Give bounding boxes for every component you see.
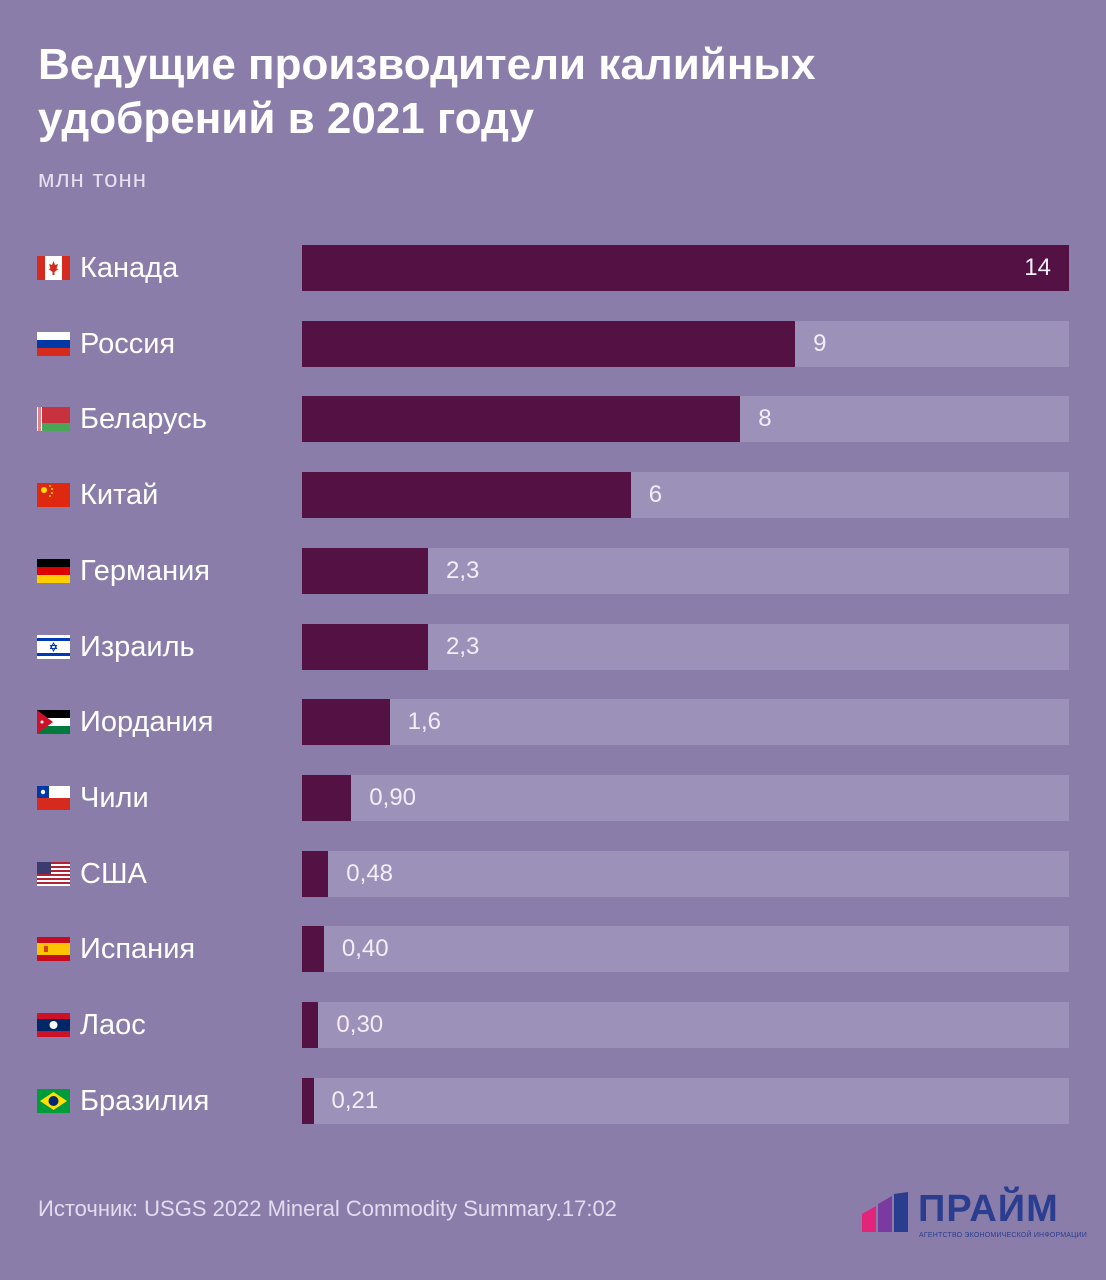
category-label: Испания [80,933,196,966]
data-label: 0,30 [336,1011,384,1038]
bar [302,472,631,519]
bar-row: Бразилия 0,21 [0,1077,1106,1124]
prime-logo-icon [862,1192,908,1232]
source-note: Источник: USGS 2022 Mineral Commodity Su… [38,1196,617,1221]
prime-logo: ПРАЙМ АГЕНТСТВО ЭКОНОМИЧЕСКОЙ ИНФОРМАЦИИ [862,1188,1087,1244]
bar-track: 2,3 [302,623,1069,670]
germany-flag-icon [37,558,70,583]
category-label: Россия [80,327,176,360]
bar-row: Канада 14 [0,245,1106,291]
belarus-flag-icon [37,407,70,432]
usa-flag-icon [37,861,70,886]
bar-track: 0,90 [302,774,1069,821]
china-flag-icon [37,483,70,508]
data-label: 14 [1024,254,1051,281]
category-label: Израиль [80,630,195,663]
bar-track: 6 [302,472,1069,519]
bar [302,774,352,821]
bar-row: Россия 9 [0,320,1106,367]
category-label: Бразилия [80,1084,210,1117]
logo-wordmark: ПРАЙМ [918,1188,1059,1230]
bar-row: Израиль 2,3 [0,623,1106,670]
bar-row: Чили 0,90 [0,774,1106,821]
russia-flag-icon [37,331,70,356]
data-label: 6 [648,481,663,509]
bar-track: 9 [302,320,1069,367]
category-label: Беларусь [80,403,207,436]
bar-track: 0,48 [302,850,1069,897]
bar [302,1077,314,1124]
data-label: 2,3 [446,632,480,660]
bar-row: США 0,48 [0,850,1106,897]
bar-track: 0,30 [302,1002,1069,1048]
bar [302,396,741,443]
bar [302,1002,319,1048]
bar-track: 0,40 [302,926,1069,973]
bar [302,245,1069,291]
bar-track: 2,3 [302,547,1069,594]
bar-track: 1,6 [302,699,1069,746]
brazil-flag-icon [37,1088,70,1113]
bar [302,699,390,746]
bar [302,850,329,897]
laos-flag-icon [37,1013,70,1037]
jordan-flag-icon [37,710,70,735]
category-label: Чили [80,781,149,814]
israel-flag-icon [37,634,70,659]
category-label: Китай [80,479,159,512]
category-label: Канада [80,252,179,284]
chart-title: Ведущие производители калийных удобрений… [38,40,816,143]
bar-row: Испания 0,40 [0,926,1106,973]
bar-row: Беларусь 8 [0,396,1106,443]
chile-flag-icon [37,785,70,810]
data-label: 0,48 [346,859,394,887]
bar-row: Лаос 0,30 [0,1002,1106,1048]
category-label: США [80,857,147,890]
bar-track: 14 [302,245,1069,291]
bar [302,547,428,594]
category-label: Лаос [80,1009,146,1041]
data-label: 0,40 [341,935,389,963]
bar-row: Германия 2,3 [0,547,1106,594]
bar-chart: Канада 14 Россия 9 Беларусь 8 Китай 6 Германия 2,… [0,245,1106,1124]
chart-unit: млн тонн [38,166,148,193]
category-label: Германия [80,554,211,587]
canada-flag-icon [37,256,70,280]
bar [302,320,796,367]
bar [302,623,428,670]
bar-row: Иордания 1,6 [0,699,1106,746]
data-label: 0,90 [369,783,417,811]
bar [302,926,324,973]
bar-row: Китай 6 [0,472,1106,519]
logo-tagline: АГЕНТСТВО ЭКОНОМИЧЕСКОЙ ИНФОРМАЦИИ [919,1232,1088,1239]
data-label: 0,21 [331,1086,379,1114]
spain-flag-icon [37,937,70,962]
data-label: 9 [813,329,827,357]
data-label: 8 [758,405,772,433]
data-label: 1,6 [407,708,442,736]
data-label: 2,3 [446,556,480,584]
category-label: Иордания [80,706,214,739]
bar-track: 0,21 [302,1077,1069,1124]
bar-track: 8 [302,396,1069,443]
